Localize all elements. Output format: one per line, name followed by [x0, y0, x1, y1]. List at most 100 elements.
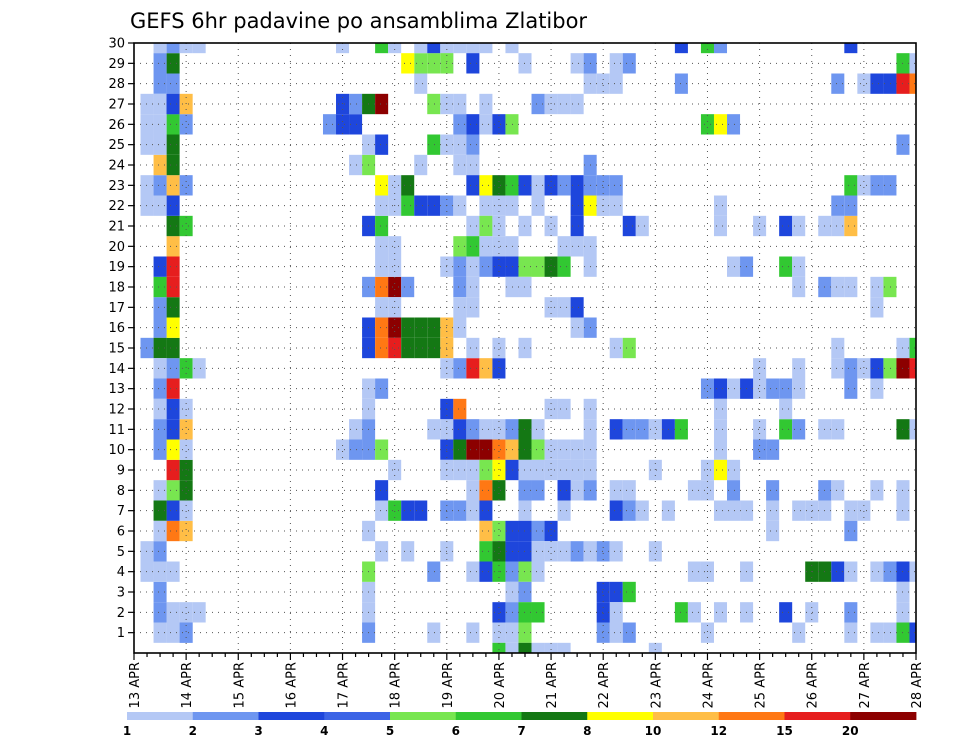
- heatmap-cell: [166, 317, 180, 338]
- heatmap-cell: [153, 276, 167, 298]
- heatmap-cell: [570, 93, 584, 115]
- y-tick-label: 17: [108, 301, 125, 316]
- heatmap-cell: [140, 134, 154, 155]
- heatmap-cell: [805, 500, 819, 521]
- heatmap-cell: [140, 175, 154, 196]
- heatmap-cell: [753, 439, 767, 460]
- heatmap-cell: [883, 358, 897, 379]
- heatmap-cell: [727, 480, 741, 501]
- heatmap-cell: [570, 195, 584, 216]
- heatmap-cell: [909, 337, 916, 359]
- heatmap-cell: [166, 114, 180, 135]
- colorbar-swatch: [521, 712, 588, 720]
- heatmap-cell: [674, 73, 688, 94]
- heatmap-cell: [453, 276, 467, 298]
- heatmap-cell: [453, 256, 467, 277]
- heatmap-cell: [570, 480, 584, 501]
- heatmap-cell: [479, 195, 493, 216]
- heatmap-cell: [753, 419, 767, 440]
- heatmap-cell: [401, 317, 415, 338]
- heatmap-cell: [779, 215, 793, 237]
- heatmap-cell: [531, 256, 545, 277]
- heatmap-cell: [596, 541, 610, 562]
- heatmap-cell: [609, 73, 623, 94]
- heatmap-cell: [505, 276, 519, 298]
- heatmap-cell: [166, 276, 180, 298]
- heatmap-cell: [375, 43, 389, 54]
- heatmap-cell: [544, 175, 558, 196]
- heatmap-cell: [166, 73, 180, 94]
- heatmap-cell: [166, 480, 180, 501]
- heatmap-cell: [375, 175, 389, 196]
- heatmap-cell: [153, 398, 167, 420]
- heatmap-cell: [674, 419, 688, 440]
- heatmap-cell: [192, 43, 206, 54]
- heatmap-cell: [466, 439, 480, 460]
- heatmap-cell: [388, 500, 402, 521]
- heatmap-cell: [179, 114, 193, 135]
- heatmap-cell: [375, 276, 389, 298]
- heatmap-cell: [349, 439, 363, 460]
- heatmap-cell: [609, 53, 623, 74]
- heatmap-cell: [153, 317, 167, 338]
- heatmap-cell: [831, 276, 845, 298]
- heatmap-cell: [844, 215, 858, 237]
- heatmap-cell: [635, 215, 649, 237]
- heatmap-cell: [700, 43, 714, 54]
- heatmap-cell: [153, 561, 167, 582]
- heatmap-cell: [153, 175, 167, 196]
- heatmap-cell: [153, 480, 167, 501]
- y-tick-label: 24: [108, 159, 125, 174]
- heatmap-cell: [909, 622, 916, 643]
- heatmap-cell: [414, 43, 428, 54]
- heatmap-cell: [466, 154, 480, 176]
- heatmap-cell: [453, 358, 467, 379]
- heatmap-cell: [870, 561, 884, 582]
- heatmap-cell: [179, 419, 193, 440]
- x-tick-label: 21 APR: [545, 662, 560, 708]
- y-tick-label: 8: [117, 484, 125, 499]
- colorbar-swatch: [258, 712, 325, 720]
- heatmap-cell: [713, 500, 728, 521]
- heatmap-cell: [857, 358, 871, 379]
- y-tick-label: 2: [117, 606, 125, 621]
- colorbar-swatch: [850, 712, 917, 720]
- heatmap-cell: [609, 480, 623, 501]
- colorbar-label: 8: [583, 724, 591, 738]
- colorbar-swatch: [324, 712, 391, 720]
- heatmap-cell: [375, 378, 389, 399]
- heatmap-cell: [596, 602, 610, 623]
- heatmap-cell: [466, 561, 480, 582]
- heatmap-cell: [336, 43, 350, 54]
- heatmap-cell: [166, 195, 180, 216]
- heatmap-cell: [466, 236, 480, 257]
- heatmap-cell: [492, 622, 506, 643]
- heatmap-cell: [609, 602, 623, 623]
- heatmap-cell: [453, 439, 467, 460]
- heatmap-cell: [479, 114, 493, 135]
- heatmap-cell: [570, 236, 584, 257]
- heatmap-cell: [153, 541, 167, 562]
- heatmap-cell: [557, 175, 571, 196]
- y-tick-label: 11: [108, 423, 125, 438]
- x-tick-label: 13 APR: [128, 662, 143, 708]
- heatmap-cell: [479, 358, 493, 379]
- heatmap-cell: [779, 602, 793, 623]
- heatmap-cell: [870, 297, 884, 318]
- heatmap-cell: [166, 439, 180, 460]
- y-tick-label: 23: [108, 179, 125, 194]
- heatmap-cell: [753, 378, 767, 399]
- heatmap-cell: [166, 93, 180, 115]
- heatmap-cell: [479, 419, 493, 440]
- heatmap-cell: [492, 419, 506, 440]
- heatmap-cell: [166, 236, 180, 257]
- heatmap-cell: [479, 459, 493, 481]
- heatmap-cell: [153, 439, 167, 460]
- heatmap-cell: [505, 520, 519, 542]
- heatmap-cell: [557, 541, 571, 562]
- heatmap-cell: [505, 236, 519, 257]
- heatmap-cell: [505, 581, 519, 603]
- heatmap-cell: [179, 358, 193, 379]
- x-tick-label: 20 APR: [493, 662, 508, 708]
